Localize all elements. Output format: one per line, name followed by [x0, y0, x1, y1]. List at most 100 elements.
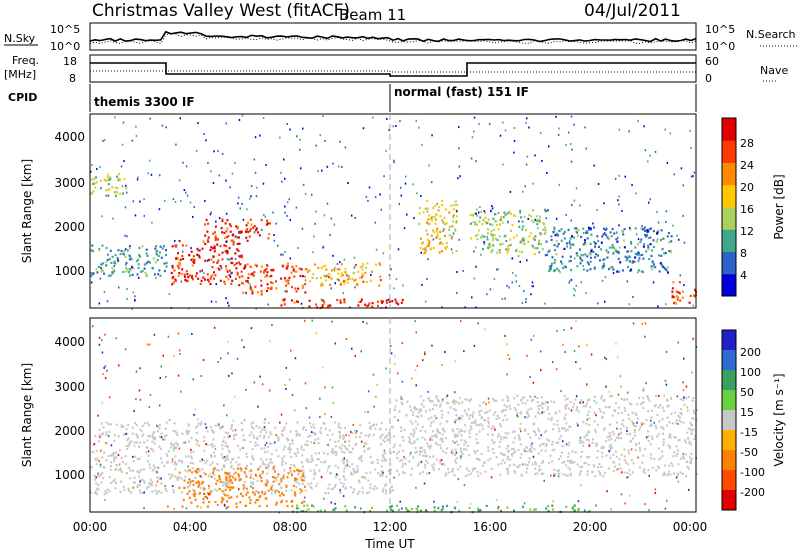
power-pixel: [510, 212, 513, 216]
velocity-speckle: [143, 507, 145, 510]
velocity-pixel: [343, 426, 346, 430]
velocity-pixel: [609, 395, 612, 398]
velocity-pixel: [428, 447, 431, 450]
power-speckle: [579, 204, 581, 207]
power-pixel: [637, 260, 640, 263]
power-pixel: [184, 275, 186, 278]
velocity-pixel: [328, 483, 331, 486]
velocity-pixel: [226, 445, 229, 448]
power-pixel: [338, 268, 341, 271]
velocity-speckle: [359, 507, 362, 510]
velocity-pixel: [628, 417, 631, 420]
velocity-pixel: [404, 462, 407, 465]
power-speckle: [458, 147, 460, 150]
power-speckle: [102, 139, 104, 142]
velocity-pixel: [302, 479, 305, 482]
power-pixel: [424, 207, 427, 210]
velocity-pixel: [608, 423, 611, 426]
velocity-pixel: [240, 469, 243, 472]
power-pixel: [618, 246, 621, 249]
velocity-pixel: [307, 482, 310, 486]
velocity-pixel: [420, 446, 423, 449]
power-pixel: [231, 279, 234, 282]
power-speckle: [122, 121, 125, 124]
power-pixel: [365, 266, 368, 269]
velocity-speckle: [645, 436, 648, 439]
velocity-pixel: [591, 438, 594, 441]
velocity-colorbar-label: Velocity [m s⁻¹]: [772, 373, 786, 466]
velocity-pixel: [334, 440, 337, 443]
power-pixel: [285, 265, 288, 269]
velocity-pixel: [195, 438, 197, 442]
power-pixel: [625, 259, 628, 262]
velocity-pixel: [227, 506, 230, 509]
power-pixel: [225, 245, 228, 248]
power-pixel: [630, 241, 632, 244]
velocity-pixel: [453, 402, 456, 405]
power-pixel: [533, 237, 536, 240]
power-speckle: [645, 235, 647, 238]
power-speckle: [132, 291, 135, 294]
velocity-pixel: [100, 481, 103, 484]
power-pixel: [424, 248, 426, 251]
velocity-pixel: [236, 467, 239, 470]
velocity-pixel: [248, 470, 251, 473]
power-pixel: [617, 251, 620, 254]
velocity-pixel: [500, 425, 503, 428]
velocity-pixel: [393, 408, 396, 411]
power-pixel: [320, 284, 323, 287]
power-pixel: [186, 273, 189, 276]
power-pixel: [111, 272, 114, 275]
power-pixel: [448, 234, 451, 237]
velocity-pixel: [452, 467, 454, 470]
power-pixel: [441, 242, 444, 245]
power-pixel: [649, 236, 652, 239]
power-pixel: [195, 272, 198, 275]
power-speckle: [517, 255, 520, 258]
velocity-pixel: [196, 505, 199, 508]
power-speckle: [573, 257, 576, 260]
velocity-speckle: [575, 395, 578, 398]
power-pixel: [334, 266, 336, 269]
power-pixel: [586, 255, 589, 258]
power-tick-24: 24: [740, 159, 754, 172]
velocity-pixel: [381, 459, 384, 462]
velocity-pixel: [311, 504, 313, 507]
power-pixel: [152, 257, 155, 260]
velocity-pixel: [639, 425, 642, 429]
power-pixel: [100, 268, 103, 271]
velocity-pixel: [478, 410, 481, 413]
velocity-speckle: [577, 424, 579, 427]
power-speckle: [382, 252, 385, 255]
power-speckle: [181, 250, 184, 253]
power-speckle: [155, 276, 157, 279]
velocity-pixel: [487, 425, 490, 428]
velocity-speckle: [99, 463, 102, 466]
velocity-pixel: [318, 452, 320, 455]
velocity-pixel: [146, 422, 149, 425]
velocity-pixel: [113, 459, 116, 463]
velocity-pixel: [309, 422, 311, 425]
velocity-pixel: [297, 451, 300, 454]
velocity-pixel: [409, 420, 412, 423]
power-pixel: [585, 230, 588, 233]
power-speckle: [379, 193, 381, 196]
velocity-pixel: [670, 412, 673, 415]
power-pixel: [343, 283, 346, 286]
velocity-pixel: [383, 484, 386, 487]
velocity-pixel: [231, 486, 234, 489]
power-pixel: [503, 211, 506, 214]
velocity-pixel: [426, 442, 429, 445]
power-pixel: [311, 276, 314, 280]
power-pixel: [487, 218, 490, 221]
power-pixel: [236, 248, 239, 251]
velocity-speckle: [416, 364, 419, 367]
velocity-pixel: [187, 455, 190, 458]
velocity-pixel: [692, 428, 695, 431]
velocity-pixel: [391, 509, 394, 512]
velocity-pixel: [530, 443, 532, 447]
power-pixel: [688, 301, 691, 304]
velocity-pixel: [434, 414, 436, 417]
velocity-pixel: [274, 492, 276, 495]
power-pixel: [486, 222, 488, 225]
